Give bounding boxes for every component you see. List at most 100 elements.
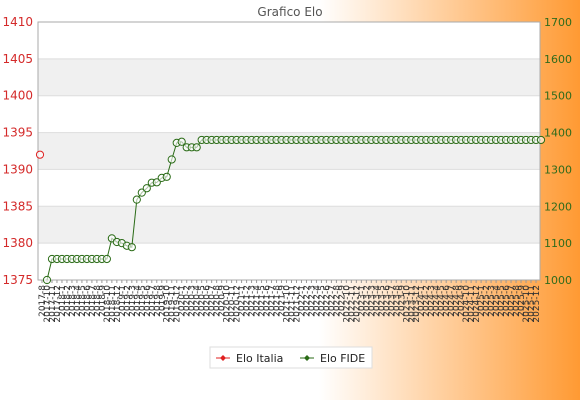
x-tick-label: 2021-12 bbox=[292, 285, 302, 323]
chart-title: Grafico Elo bbox=[257, 5, 322, 19]
x-tick-label: 2017-11 bbox=[48, 285, 58, 323]
x-tick-label: 2017-8 bbox=[38, 285, 48, 317]
data-point-elo-fide bbox=[142, 184, 151, 193]
y-right-tick-label: 1700 bbox=[544, 16, 572, 29]
data-point-elo-fide bbox=[42, 275, 52, 285]
x-tick-label: 2023-4 bbox=[372, 285, 382, 317]
x-tick-label: 2024-12 bbox=[472, 285, 482, 323]
x-tick-label: 2025-4 bbox=[492, 285, 502, 317]
y-left-tick-label: 1375 bbox=[2, 273, 33, 287]
x-tick-label: 2022-5 bbox=[317, 285, 327, 317]
x-tick-label: 2019-4 bbox=[133, 285, 143, 317]
data-point-elo-fide bbox=[152, 178, 161, 187]
x-tick-label: 2020-4 bbox=[193, 285, 203, 317]
x-tick-label: 2024-1 bbox=[417, 285, 427, 317]
x-tick-label: 2024-9 bbox=[457, 285, 467, 317]
x-tick-label: 2022-11 bbox=[347, 285, 357, 323]
x-tick-label: 2024-2 bbox=[422, 285, 432, 317]
y-axis-right: 1000 1100 1200 1300 1400 1500 1600 1700 bbox=[544, 16, 572, 287]
x-tick-label: 2023-8 bbox=[392, 285, 402, 317]
x-tick-label: 2024-6 bbox=[442, 285, 452, 317]
x-tick-label: 2019-12 bbox=[173, 285, 183, 323]
x-tick-label: 2024-11 bbox=[467, 285, 477, 323]
data-point-elo-fide bbox=[167, 155, 176, 164]
x-tick-label: 2025-5 bbox=[497, 285, 507, 317]
x-tick-label: 2025-8 bbox=[512, 285, 522, 317]
x-tick-label: 2021-4 bbox=[253, 285, 263, 317]
legend-item-elo-italia[interactable]: Elo Italia bbox=[216, 352, 283, 365]
y-left-tick-label: 1380 bbox=[2, 236, 33, 250]
x-tick-label: 2020-5 bbox=[198, 285, 208, 317]
grid-band bbox=[38, 58, 540, 96]
x-tick-label: 2018-9 bbox=[98, 285, 108, 317]
x-tick-label: 2021-11 bbox=[287, 285, 297, 323]
y-right-tick-label: 1400 bbox=[544, 127, 572, 140]
x-tick-label: 2020-11 bbox=[228, 285, 238, 323]
x-tick-label: 2023-5 bbox=[377, 285, 387, 317]
x-tick-label: 2019-7 bbox=[148, 285, 158, 317]
x-tick-label: 2018-5 bbox=[78, 285, 88, 317]
legend: Elo Italia Elo FIDE bbox=[209, 346, 373, 369]
x-tick-label: 2022-2 bbox=[302, 285, 312, 317]
x-tick-label: 2023-9 bbox=[397, 285, 407, 317]
x-tick-label: 2025-2 bbox=[482, 285, 492, 317]
y-right-tick-label: 1000 bbox=[544, 274, 572, 287]
plot-border bbox=[37, 21, 541, 281]
x-tick-label: 2022-12 bbox=[352, 285, 362, 323]
grid-band bbox=[38, 206, 540, 244]
y-left-tick-label: 1395 bbox=[2, 126, 33, 140]
x-tick-label: 2018-10 bbox=[103, 285, 113, 323]
x-tick-label: 2018-11 bbox=[108, 285, 118, 323]
data-point-elo-italia bbox=[35, 150, 45, 159]
x-tick-label: 2022-4 bbox=[312, 285, 322, 317]
x-tick-label: 2019-8 bbox=[153, 285, 163, 317]
x-tick-label: 2023-3 bbox=[367, 285, 377, 317]
data-point-elo-fide bbox=[102, 254, 111, 264]
data-point-elo-fide bbox=[162, 172, 171, 181]
x-tick-label: 2017-12 bbox=[53, 285, 63, 323]
legend-box bbox=[209, 346, 373, 369]
x-axis: 2017-82017-102017-112017-122018-12018-22… bbox=[38, 280, 542, 323]
x-tick-label: 2019-11 bbox=[168, 285, 178, 323]
x-tick-label: 2020-10 bbox=[223, 285, 233, 323]
x-tick-label: 2022-6 bbox=[322, 285, 332, 317]
x-tick-label: 2020-8 bbox=[213, 285, 223, 317]
x-tick-label: 2021-5 bbox=[258, 285, 268, 317]
x-tick-label: 2023-10 bbox=[402, 285, 412, 323]
x-tick-label: 2021-3 bbox=[248, 285, 258, 317]
data-point-elo-fide bbox=[177, 137, 186, 146]
x-tick-label: 2021-1 bbox=[238, 285, 248, 317]
data-point-elo-fide bbox=[137, 188, 146, 197]
x-tick-label: 2024-4 bbox=[432, 285, 442, 317]
x-tick-label: 2019-1 bbox=[118, 285, 128, 317]
y-right-tick-label: 1500 bbox=[544, 90, 572, 103]
x-tick-label: 2023-12 bbox=[412, 285, 422, 323]
x-tick-label: 2017-10 bbox=[43, 285, 53, 323]
y-right-tick-label: 1100 bbox=[544, 237, 572, 250]
x-tick-label: 2019-5 bbox=[138, 285, 148, 317]
x-tick-label: 2024-8 bbox=[452, 285, 462, 317]
y-left-tick-label: 1390 bbox=[2, 162, 33, 176]
x-tick-label: 2025-11 bbox=[527, 285, 537, 323]
x-tick-label: 2021-2 bbox=[243, 285, 253, 317]
x-tick-label: 2025-10 bbox=[522, 285, 532, 323]
x-tick-label: 2025-6 bbox=[502, 285, 512, 317]
x-tick-label: 2023-6 bbox=[382, 285, 392, 317]
x-tick-label: 2025-12 bbox=[532, 285, 542, 323]
x-tick-label: 2020-7 bbox=[208, 285, 218, 317]
x-tick-label: 2023-2 bbox=[362, 285, 372, 317]
x-tick-label: 2025-9 bbox=[517, 285, 527, 317]
x-tick-label: 2020-2 bbox=[183, 285, 193, 317]
x-tick-label: 2023-7 bbox=[387, 285, 397, 317]
legend-item-elo-fide[interactable]: Elo FIDE bbox=[300, 352, 365, 365]
data-point-elo-fide bbox=[132, 195, 141, 204]
x-tick-label: 2020-12 bbox=[233, 285, 243, 323]
x-tick-label: 2022-10 bbox=[342, 285, 352, 323]
y-right-tick-label: 1200 bbox=[544, 200, 572, 213]
x-tick-label: 2019-10 bbox=[163, 285, 173, 323]
series-elo-fide bbox=[42, 135, 546, 285]
x-tick-label: 2024-5 bbox=[437, 285, 447, 317]
x-tick-label: 2022-9 bbox=[337, 285, 347, 317]
x-tick-label: 2024-10 bbox=[462, 285, 472, 323]
